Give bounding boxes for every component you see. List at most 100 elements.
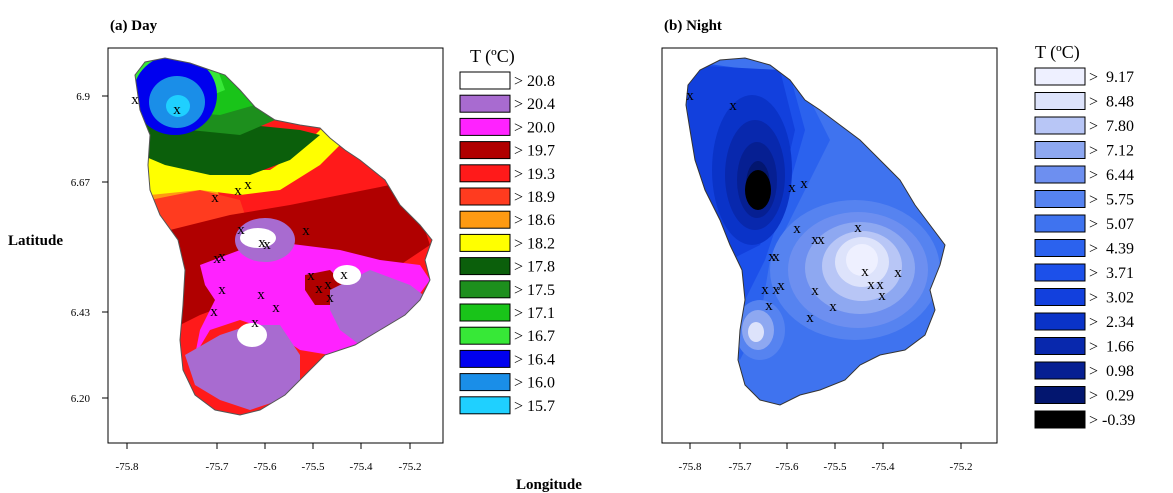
legend-day-swatch [459,349,511,368]
legend-night-swatch [1034,190,1086,208]
y-tick-label: 6.20 [71,393,91,405]
day-zone-208-core [240,228,276,248]
station-marker: x [772,249,780,265]
station-marker: x [324,277,332,293]
station-marker: x [315,281,323,297]
legend-night-label: > 7.80 [1089,118,1134,135]
night-region-outline [685,57,946,406]
legend-day-swatch [459,396,511,415]
legend-day-swatch [459,373,511,392]
legend-day-swatch [459,117,511,136]
station-marker: x [817,232,825,248]
legend-day-swatch [459,210,511,229]
legend-day-label: > 15.7 [514,398,555,415]
y-tick-label: 6.9 [76,91,90,103]
legend-day-label: > 19.3 [514,166,555,183]
station-marker: x [761,282,769,298]
station-marker: x [861,264,869,280]
legend-night-label: > 3.02 [1089,290,1134,307]
station-marker: x [213,251,221,267]
x-tick-label: -75.7 [206,461,229,473]
station-marker: x [876,277,884,293]
panel-day-plot-frame [107,47,444,444]
station-marker: x [772,282,780,298]
day-y-axis: 6.9 6.67 6.43 6.20 [71,91,108,405]
station-marker: x [765,298,773,314]
legend-day-label: > 18.9 [514,189,555,206]
legend-night-label: > 6.44 [1089,167,1134,184]
station-marker: x [218,282,226,298]
legend-night-title: T (ºC) [1035,42,1080,63]
station-marker: x [829,299,837,315]
panel-day-title: (a) Day [110,18,158,34]
legend-night-label: > 7.12 [1089,143,1134,160]
station-marker: x [811,232,819,248]
station-marker: x [867,277,875,293]
x-tick-label: -75.8 [679,461,702,473]
legend-day-label: > 17.1 [514,305,555,322]
station-marker: x [894,265,902,281]
legend-night-label: > 0.98 [1089,363,1134,380]
station-marker: x [793,221,801,237]
legend-day-swatch [459,326,511,345]
legend-night-label: > 2.34 [1089,314,1134,331]
station-marker: x [173,102,181,118]
station-marker: x [729,98,737,114]
legend-day-swatch [459,233,511,252]
legend-day-swatch [459,303,511,322]
legend-day-title: T (ºC) [470,46,515,67]
station-marker: x [210,304,218,320]
station-marker: x [811,283,819,299]
station-marker: x [340,267,348,283]
legend-night-swatch [1034,386,1086,404]
night-zone-neg039 [745,170,771,210]
station-marker: x [878,288,886,304]
legend-day-label: > 20.4 [514,96,555,113]
station-marker: x [234,183,242,199]
legend-night-label: > 3.71 [1089,265,1134,282]
x-tick-label: -75.2 [399,461,422,473]
day-stations: x x x x x x x x x x x x x x x x x x x x … [131,92,348,331]
x-axis-title: Longitude [516,477,582,493]
legend-night-swatch [1034,116,1086,135]
day-region-outline [134,57,433,416]
legend-night-label: > 5.07 [1089,216,1134,233]
station-marker: x [777,278,785,294]
day-zone-208 [237,323,267,347]
legend-day-swatch [459,141,511,160]
legend-night: T (ºC) > 9.17 > 8.48 > 7.80 > 7.12 > 6.44 > 5… [1034,42,1135,429]
legend-day-swatch [459,164,511,183]
legend-night-swatch [1034,312,1086,331]
legend-night-swatch [1034,288,1086,306]
panel-night-plot-frame [661,47,998,444]
legend-day-swatch [459,187,511,206]
station-marker: x [806,310,814,326]
x-tick-label: -75.8 [116,461,139,473]
legend-day-label: > 16.4 [514,351,555,368]
legend-night-label: > 4.39 [1089,241,1134,258]
legend-night-label: > 5.75 [1089,192,1134,209]
station-marker: x [131,92,139,108]
legend-night-label: > 9.17 [1089,69,1134,86]
station-marker: x [272,300,280,316]
station-marker: x [211,190,219,206]
x-tick-label: -75.4 [872,461,895,473]
day-zone-204 [185,325,300,410]
station-marker: x [788,180,796,196]
x-tick-label: -75.2 [950,461,973,473]
station-marker: x [302,223,310,239]
station-marker: x [218,249,226,265]
panel-night: (b) Night x x x x [661,18,998,473]
night-stations: x x x x x x x x x x x x x x x x x x x x … [686,88,902,326]
legend-night-swatch [1034,214,1086,233]
station-marker: x [263,237,271,253]
legend-day-label: > 20.0 [514,119,555,136]
day-zone-208-east [333,265,361,285]
legend-night-swatch [1034,165,1086,184]
station-marker: x [761,185,769,201]
station-marker: x [244,177,252,193]
day-zone-182 [140,120,345,195]
night-zone-848-sw [748,322,764,342]
day-temperature-map [135,58,432,415]
legend-night-swatch [1034,337,1086,355]
